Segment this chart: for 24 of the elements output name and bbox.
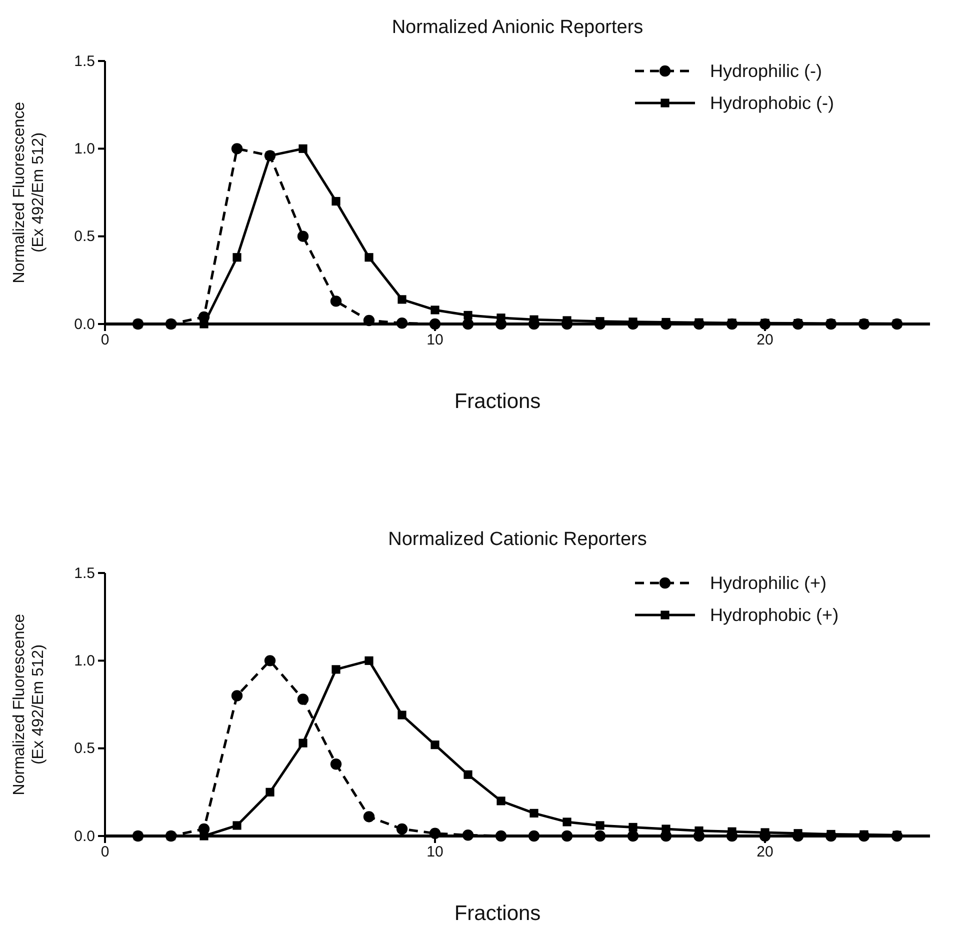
x-axis-title: Fractions [454, 902, 541, 925]
legend-label: Hydrophobic (+) [710, 605, 839, 625]
y-tick-label: 0.5 [74, 740, 95, 758]
y-tick-label: 0.0 [74, 316, 95, 333]
x-axis-title: Fractions [454, 390, 541, 413]
chart-title: Normalized Anionic Reporters [392, 17, 644, 38]
legend-label: Hydrophilic (+) [710, 573, 827, 593]
legend-label: Hydrophilic (-) [710, 61, 822, 81]
y-tick-label: 1.5 [74, 52, 95, 70]
y-axis-title: Normalized Fluorescence (Ex 492/Em 512) [11, 102, 47, 284]
y-axis-title: Normalized Fluorescence (Ex 492/Em 512) [11, 614, 47, 796]
y-tick-label: 1.5 [74, 564, 95, 582]
x-tick-label: 20 [756, 844, 774, 861]
chart-title: Normalized Cationic Reporters [388, 529, 647, 550]
x-tick-label: 0 [100, 844, 110, 861]
legend-label: Hydrophobic (-) [710, 93, 834, 113]
x-tick-label: 10 [426, 844, 444, 861]
y-tick-label: 1.0 [74, 652, 95, 670]
x-tick-label: 10 [426, 332, 444, 349]
x-tick-label: 0 [100, 332, 110, 349]
y-tick-label: 0.0 [74, 828, 95, 845]
y-tick-label: 0.5 [74, 228, 95, 246]
y-tick-label: 1.0 [74, 140, 95, 158]
x-tick-label: 20 [756, 332, 774, 349]
